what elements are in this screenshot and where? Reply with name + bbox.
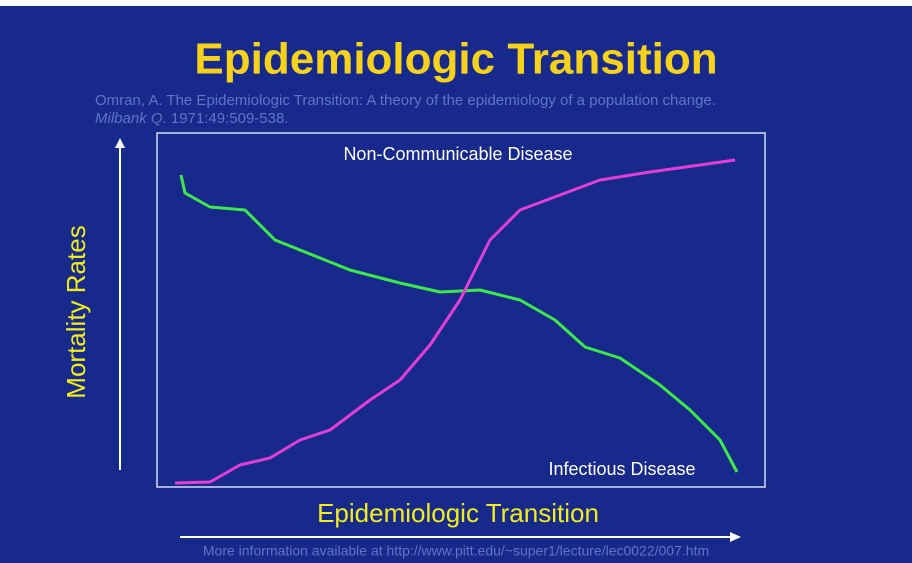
footer: More information available at http://www… (203, 543, 709, 559)
noncommunicable-curve (174, 158, 736, 485)
citation: Omran, A. The Epidemiologic Transition: … (95, 92, 716, 109)
upper-label: Non-Communicable Disease (343, 144, 572, 164)
y-label: Mortality Rates (61, 225, 91, 398)
citation: Milbank Q. 1971:49:509-538. (95, 110, 288, 127)
journal: Milbank Q. (95, 110, 167, 127)
background (0, 6, 912, 563)
citation-details: 1971:49:509-538. (167, 110, 289, 127)
x-arrowhead (730, 532, 741, 542)
lower-label: Infectious Disease (548, 459, 695, 479)
infectious-curve (179, 174, 739, 473)
x-label: Epidemiologic Transition (317, 498, 599, 528)
title: Epidemiologic Transition (194, 35, 717, 84)
y-arrowhead (115, 138, 125, 148)
plot-frame (156, 132, 766, 488)
